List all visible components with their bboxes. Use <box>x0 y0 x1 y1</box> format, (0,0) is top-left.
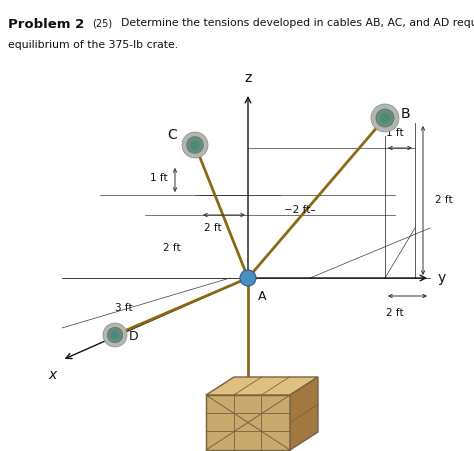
Text: 2 ft: 2 ft <box>163 243 181 253</box>
Text: x: x <box>48 368 56 382</box>
Text: 1 ft: 1 ft <box>386 128 404 138</box>
Text: 2 ft: 2 ft <box>386 308 404 318</box>
Text: 2 ft: 2 ft <box>204 223 222 233</box>
Polygon shape <box>206 377 318 395</box>
Circle shape <box>381 114 389 122</box>
Text: A: A <box>258 290 266 303</box>
Circle shape <box>187 137 203 153</box>
Circle shape <box>191 141 199 149</box>
Text: (25): (25) <box>92 18 112 28</box>
Circle shape <box>376 109 394 127</box>
Text: equilibrium of the 375-lb crate.: equilibrium of the 375-lb crate. <box>8 40 178 50</box>
Text: 2 ft: 2 ft <box>435 195 453 205</box>
Circle shape <box>103 323 127 347</box>
Text: z: z <box>244 71 252 85</box>
Circle shape <box>107 327 123 343</box>
Circle shape <box>182 132 208 158</box>
Text: Problem 2: Problem 2 <box>8 18 84 31</box>
Text: 3 ft: 3 ft <box>115 303 133 313</box>
Circle shape <box>371 104 399 132</box>
Circle shape <box>240 270 256 286</box>
Text: Determine the tensions developed in cables AB, AC, and AD required for: Determine the tensions developed in cabl… <box>114 18 474 28</box>
Text: −2 ft–: −2 ft– <box>284 205 316 215</box>
Text: y: y <box>438 271 446 285</box>
Text: B: B <box>401 107 410 121</box>
Text: 1 ft: 1 ft <box>150 173 168 183</box>
Text: C: C <box>167 128 177 142</box>
Polygon shape <box>206 395 290 450</box>
Text: D: D <box>129 331 138 344</box>
Polygon shape <box>290 377 318 450</box>
Circle shape <box>111 331 118 339</box>
